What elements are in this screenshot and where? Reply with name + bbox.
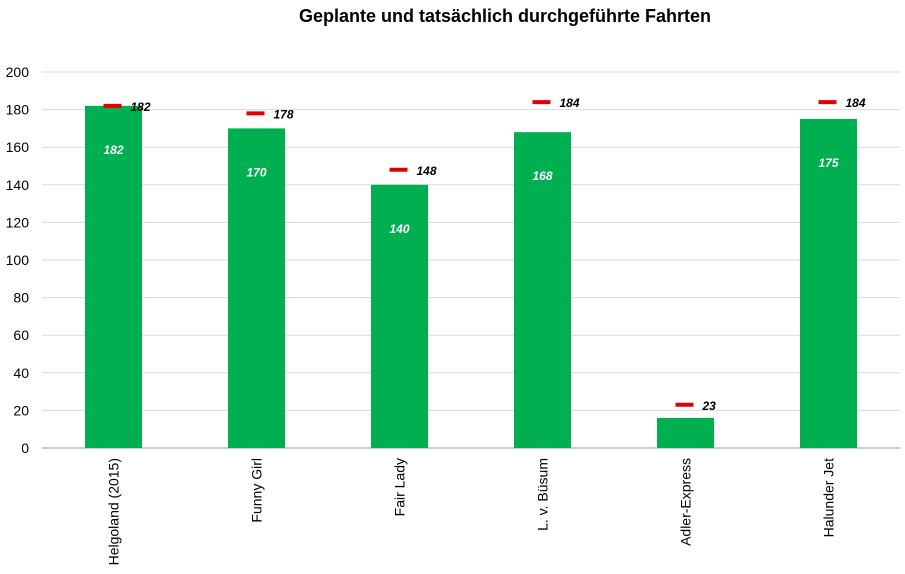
bar-data-label: 170 (246, 165, 266, 179)
y-tick-label: 200 (6, 64, 30, 80)
bar-data-label: 140 (389, 222, 409, 236)
bar-data-label: 16 (679, 455, 693, 469)
y-tick-label: 160 (6, 139, 30, 155)
x-category-label: Halunder Jet (821, 458, 837, 537)
y-tick-label: 140 (6, 177, 30, 193)
x-category-label: Funny Girl (249, 458, 265, 523)
y-tick-label: 40 (13, 365, 29, 381)
chart-title: Geplante und tatsächlich durchgeführte F… (298, 6, 712, 26)
x-category-label: L. v. Büsum (535, 458, 551, 531)
target-data-label: 23 (702, 399, 717, 413)
bar (800, 119, 857, 448)
y-tick-label: 100 (6, 252, 30, 268)
bar (85, 105, 142, 448)
x-category-label: Helgoland (2015) (106, 458, 122, 565)
target-data-label: 148 (417, 164, 437, 178)
bar (514, 132, 571, 448)
y-tick-label: 80 (13, 290, 29, 306)
target-data-label: 178 (274, 107, 294, 121)
y-tick-label: 120 (6, 214, 30, 230)
bar-data-label: 168 (532, 169, 552, 183)
y-tick-label: 0 (21, 440, 29, 456)
bar (657, 417, 714, 448)
y-tick-label: 20 (13, 402, 29, 418)
x-category-label: Adler-Express (678, 458, 694, 546)
bar (228, 128, 285, 448)
target-data-label: 184 (846, 96, 866, 110)
target-data-label: 184 (560, 96, 580, 110)
y-tick-label: 60 (13, 327, 29, 343)
x-category-label: Fair Lady (392, 458, 408, 516)
target-data-label: 182 (131, 100, 151, 114)
bar-data-label: 175 (818, 156, 838, 170)
bar-data-label: 182 (103, 143, 123, 157)
bar (371, 184, 428, 449)
y-tick-label: 180 (6, 102, 30, 118)
